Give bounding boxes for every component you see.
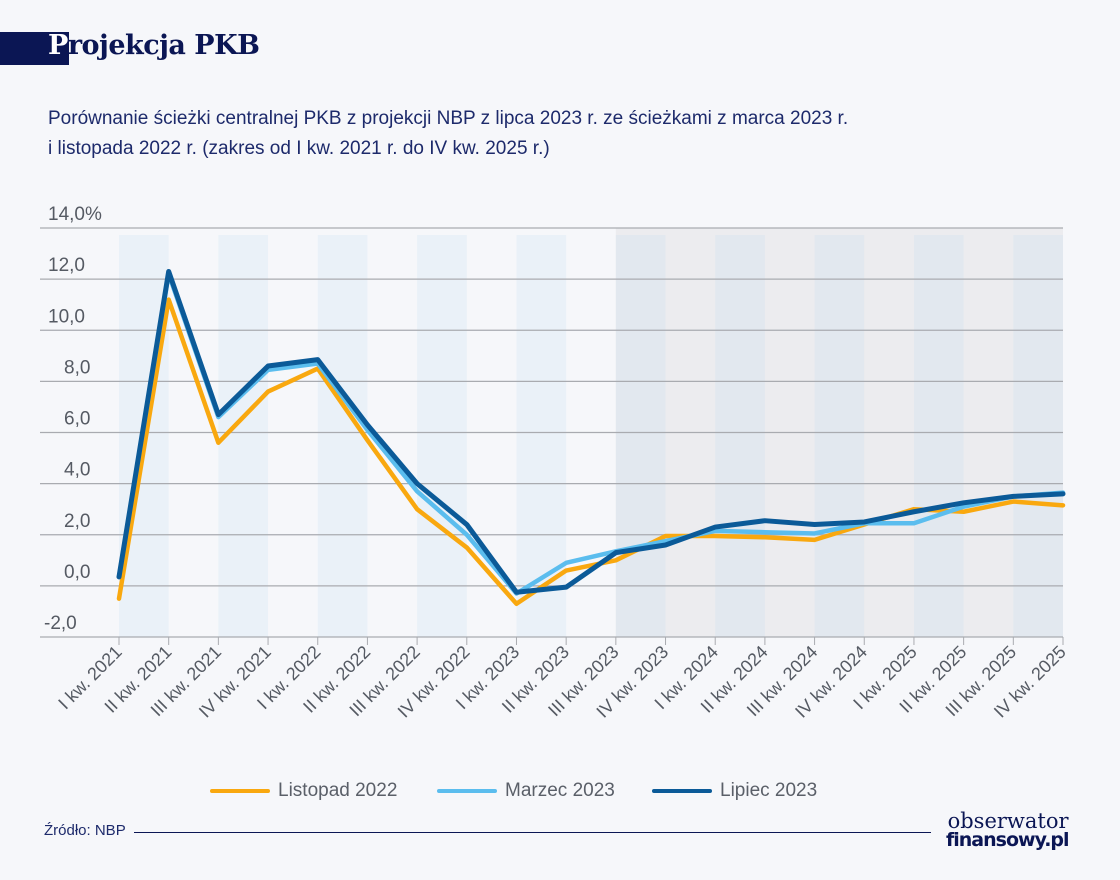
column-stripe — [615, 235, 666, 637]
legend-label: Lipiec 2023 — [720, 780, 818, 801]
column-stripe — [814, 235, 865, 637]
y-tick-label: 6,0 — [64, 409, 90, 430]
column-stripe — [715, 235, 765, 637]
y-tick-label: 4,0 — [64, 460, 90, 481]
column-stripe — [913, 235, 964, 637]
legend-label: Marzec 2023 — [505, 780, 615, 801]
series-line-marzec-2023 — [116, 271, 1066, 596]
line-chart: 14,0%12,010,08,06,04,02,00,0-2,0I kw. 20… — [40, 204, 1070, 722]
footer-divider — [134, 832, 931, 833]
page-title: Projekcja PKB — [48, 30, 260, 61]
column-stripe — [317, 235, 368, 637]
legend-label: Listopad 2022 — [278, 780, 398, 801]
legend-swatch — [437, 789, 497, 793]
source-note: Źródło: NBP — [44, 822, 126, 839]
y-tick-label: 0,0 — [64, 562, 90, 583]
y-tick-label: -2,0 — [44, 613, 77, 634]
y-tick-label: 10,0 — [48, 306, 85, 327]
column-stripe — [1013, 235, 1063, 637]
publisher-logo: obserwator finansowy.pl — [946, 809, 1070, 851]
legend-item: Listopad 2022 — [210, 780, 397, 802]
subtitle-line-2: i listopada 2022 r. (zakres od I kw. 202… — [48, 138, 550, 159]
y-tick-label: 12,0 — [48, 255, 85, 276]
series-line-lipiec-2023 — [116, 268, 1066, 595]
column-stripe — [417, 235, 467, 637]
legend-swatch — [210, 789, 270, 793]
title-accent-bar — [0, 32, 69, 65]
y-tick-label: 2,0 — [64, 511, 90, 532]
logo-line-1: obserwator — [947, 809, 1069, 833]
subtitle-line-1: Porównanie ścieżki centralnej PKB z proj… — [48, 108, 849, 129]
chart-subtitle: Porównanie ścieżki centralnej PKB z proj… — [48, 104, 1008, 164]
chart-legend: Listopad 2022 Marzec 2023 Lipiec 2023 — [0, 780, 1120, 804]
legend-item: Lipiec 2023 — [652, 780, 817, 802]
y-tick-label: 14,0% — [48, 204, 102, 225]
y-tick-label: 8,0 — [64, 357, 90, 378]
legend-swatch — [652, 789, 712, 793]
logo-line-2: finansowy.pl — [946, 829, 1070, 851]
legend-item: Marzec 2023 — [437, 780, 615, 802]
